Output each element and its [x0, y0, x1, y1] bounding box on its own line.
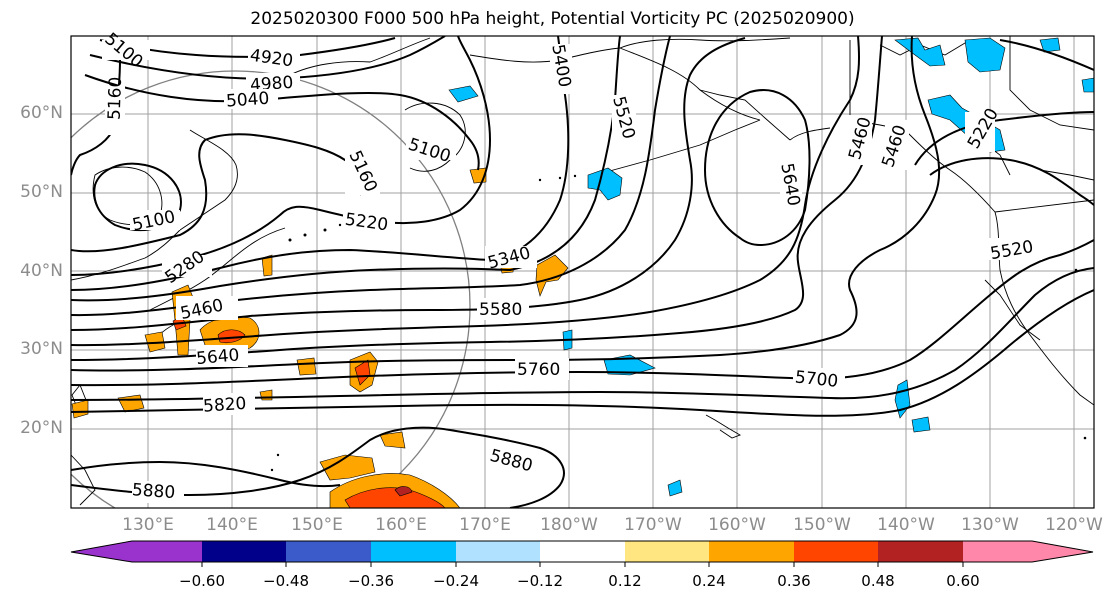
- lon-label-180w: 180°W: [540, 515, 598, 535]
- colorbar-segment: [878, 541, 963, 562]
- contour-label-5700: 5700: [794, 367, 839, 391]
- range-circle: [71, 70, 471, 508]
- lon-label-160e: 160°E: [375, 515, 427, 535]
- contour-label-5820: 5820: [203, 394, 248, 417]
- lat-label-30n: 30°N: [20, 339, 63, 359]
- lat-label-50n: 50°N: [20, 182, 63, 202]
- islands: [270, 174, 1087, 472]
- colorbar-label: 0.60: [946, 572, 980, 590]
- lon-label-130e: 130°E: [122, 515, 174, 535]
- lon-label-170w: 170°W: [624, 515, 682, 535]
- colorbar-label: 0.36: [777, 572, 811, 590]
- colorbar-label: −0.12: [517, 572, 563, 590]
- colorbar-segment: [963, 541, 1093, 562]
- lon-label-120w: 120°W: [1045, 515, 1103, 535]
- colorbar-ticks: [201, 562, 964, 567]
- colorbar-label: −0.60: [179, 572, 225, 590]
- contour-labels: 4920 4980 5040 5100 5100 5100 5160 5160 …: [101, 29, 1042, 503]
- lon-label-150w: 150°W: [793, 515, 851, 535]
- contour-label-5640-a: 5640: [195, 345, 240, 369]
- lon-label-150e: 150°E: [291, 515, 343, 535]
- contour-label-5760: 5760: [517, 360, 560, 380]
- colorbar-label: 0.12: [608, 572, 642, 590]
- lon-label-160w: 160°W: [708, 515, 766, 535]
- colorbar-segment: [71, 541, 202, 562]
- colorbar-segment: [456, 541, 540, 562]
- lat-label-20n: 20°N: [20, 418, 63, 438]
- contour-label-5040: 5040: [225, 89, 270, 112]
- colorbar-label: −0.36: [348, 572, 394, 590]
- contour-label-5580: 5580: [479, 300, 522, 320]
- lat-label-60n: 60°N: [20, 103, 63, 123]
- colorbar-label: 0.48: [861, 572, 895, 590]
- map-title: 2025020300 F000 500 hPa height, Potentia…: [250, 9, 855, 29]
- contour-label-5880-b: 5880: [131, 480, 176, 503]
- contour-label-5160-a: 5160: [105, 76, 126, 120]
- colorbar-segment: [540, 541, 625, 562]
- colorbar-segment: [371, 541, 456, 562]
- colorbar-outline: [70, 540, 1094, 563]
- colorbar-segment: [625, 541, 709, 562]
- lon-label-140e: 140°E: [206, 515, 258, 535]
- colorbar-segment: [794, 541, 878, 562]
- colorbar-segment: [286, 541, 371, 562]
- colorbar-label: −0.48: [263, 572, 309, 590]
- colorbar-label: 0.24: [692, 572, 726, 590]
- lon-label-130w: 130°W: [961, 515, 1019, 535]
- colorbar-segment: [202, 541, 286, 562]
- lat-label-40n: 40°N: [20, 261, 63, 281]
- colorbar-label: −0.24: [433, 572, 479, 590]
- lon-label-170e: 170°E: [459, 515, 511, 535]
- lon-label-140w: 140°W: [877, 515, 935, 535]
- colorbar-segment: [709, 541, 794, 562]
